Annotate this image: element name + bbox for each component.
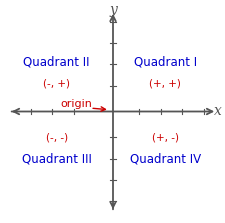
Text: x: x — [213, 104, 221, 118]
Text: (-, -): (-, -) — [45, 132, 67, 142]
Text: origin: origin — [60, 99, 92, 109]
Text: (+, -): (+, -) — [151, 132, 178, 142]
Text: Quadrant III: Quadrant III — [22, 152, 91, 165]
Text: Quadrant IV: Quadrant IV — [129, 152, 200, 165]
Text: (+, +): (+, +) — [148, 79, 180, 89]
Text: Quadrant II: Quadrant II — [23, 56, 90, 69]
Text: y: y — [109, 3, 117, 17]
Text: Quadrant I: Quadrant I — [133, 56, 196, 69]
Text: (-, +): (-, +) — [43, 79, 70, 89]
